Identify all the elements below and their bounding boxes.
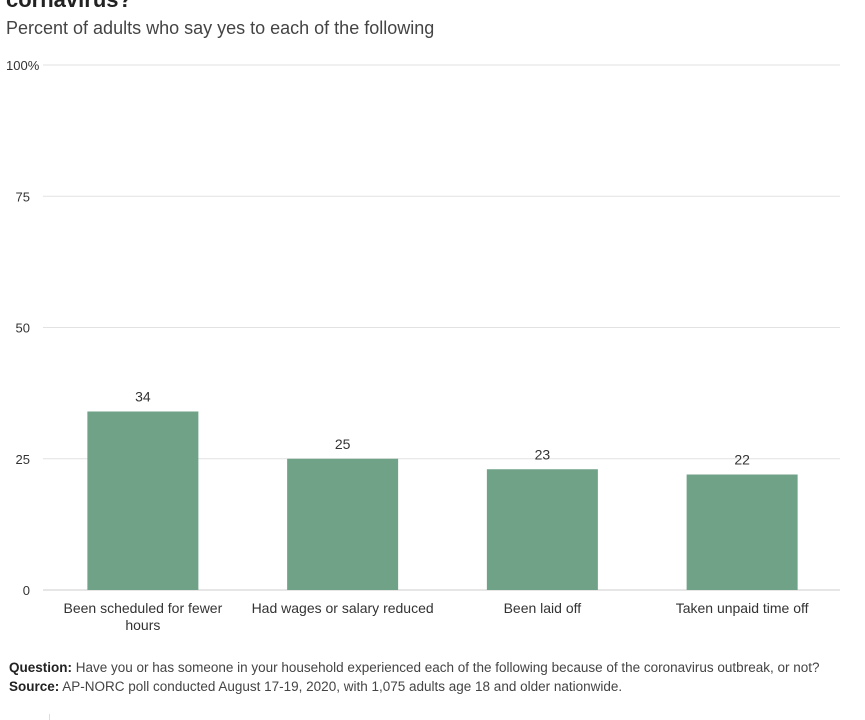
chart-title: cornavirus? — [6, 0, 132, 13]
question-label: Question: — [9, 660, 72, 675]
y-tick-label: 75 — [16, 189, 30, 204]
x-tick-label: Had wages or salary reduced — [252, 600, 434, 616]
bar — [87, 411, 199, 590]
question-text: Have you or has someone in your househol… — [75, 660, 820, 675]
y-tick-label: 0 — [23, 583, 30, 598]
footnote-source: Source: AP-NORC poll conducted August 17… — [9, 678, 622, 696]
chart-subtitle: Percent of adults who say yes to each of… — [6, 18, 435, 38]
source-text: AP-NORC poll conducted August 17-19, 202… — [62, 679, 623, 694]
data-label: 25 — [335, 436, 351, 452]
footnote-question: Question: Have you or has someone in you… — [9, 659, 820, 677]
bar-chart: 0 25 50 75 100% 34 Been scheduled for fewer hou… — [6, 58, 840, 633]
data-label: 34 — [135, 389, 151, 405]
x-tick-label: Been laid off — [504, 600, 582, 616]
data-label: 22 — [734, 452, 750, 468]
bar — [686, 474, 798, 590]
x-tick-label: Taken unpaid time off — [676, 600, 809, 616]
data-label: 23 — [535, 446, 551, 462]
bar — [287, 458, 399, 590]
bottom-divider-mark — [49, 714, 50, 720]
x-tick-label: Been scheduled for fewer hours — [63, 600, 222, 633]
y-tick-label: 25 — [16, 452, 30, 467]
bar — [486, 469, 598, 590]
y-tick-label: 100% — [6, 58, 40, 73]
source-label: Source: — [9, 679, 60, 694]
y-tick-label: 50 — [16, 321, 30, 336]
